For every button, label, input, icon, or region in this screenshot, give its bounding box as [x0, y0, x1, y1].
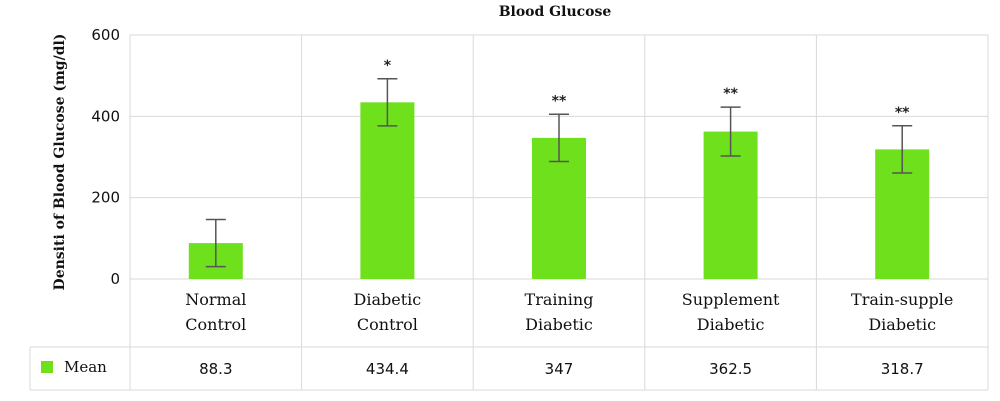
value-label: 318.7 — [881, 360, 924, 378]
error-bar — [549, 113, 569, 163]
y-tick-label: 0 — [110, 270, 120, 288]
category-label: Control — [185, 315, 246, 334]
category-label: Train-supple — [851, 290, 953, 309]
category-label: Diabetic — [697, 315, 765, 334]
category-label: Control — [357, 315, 418, 334]
error-bar — [720, 106, 741, 157]
value-label: 88.3 — [199, 360, 232, 378]
error-bar — [892, 125, 913, 174]
category-label: Diabetic — [354, 290, 422, 309]
y-tick-label: 200 — [91, 189, 120, 207]
significance-marker: * — [384, 58, 392, 74]
error-bar — [205, 218, 226, 268]
bar — [360, 102, 415, 280]
significance-marker: ** — [552, 93, 567, 109]
data-table: Normal Control 88.3 Diabetic Control 434.4 Tra… — [41, 290, 953, 378]
grid-layer — [29, 34, 989, 391]
category-label: Supplement — [682, 290, 780, 309]
y-tick-label: 400 — [91, 107, 120, 125]
value-label: 347 — [545, 360, 574, 378]
legend-swatch — [41, 361, 53, 373]
category-label: Training — [525, 290, 594, 309]
chart-title: Blood Glucose — [499, 4, 612, 20]
error-bar — [377, 78, 398, 127]
category-label: Normal — [185, 290, 246, 309]
category-label: Diabetic — [868, 315, 936, 334]
y-axis-label: Densiti of Blood Glucose (mg/dl) — [52, 34, 68, 291]
error-bar-layer — [205, 78, 913, 268]
significance-marker: ** — [895, 105, 910, 121]
y-tick-label: 600 — [91, 26, 120, 44]
significance-annotations: *** **** — [384, 58, 910, 121]
value-label: 362.5 — [709, 360, 752, 378]
category-label: Diabetic — [525, 315, 593, 334]
legend-label: Mean — [64, 358, 107, 376]
significance-marker: ** — [723, 86, 738, 102]
y-tick-labels: 0 200 400 600 — [91, 26, 120, 288]
value-label: 434.4 — [366, 360, 409, 378]
